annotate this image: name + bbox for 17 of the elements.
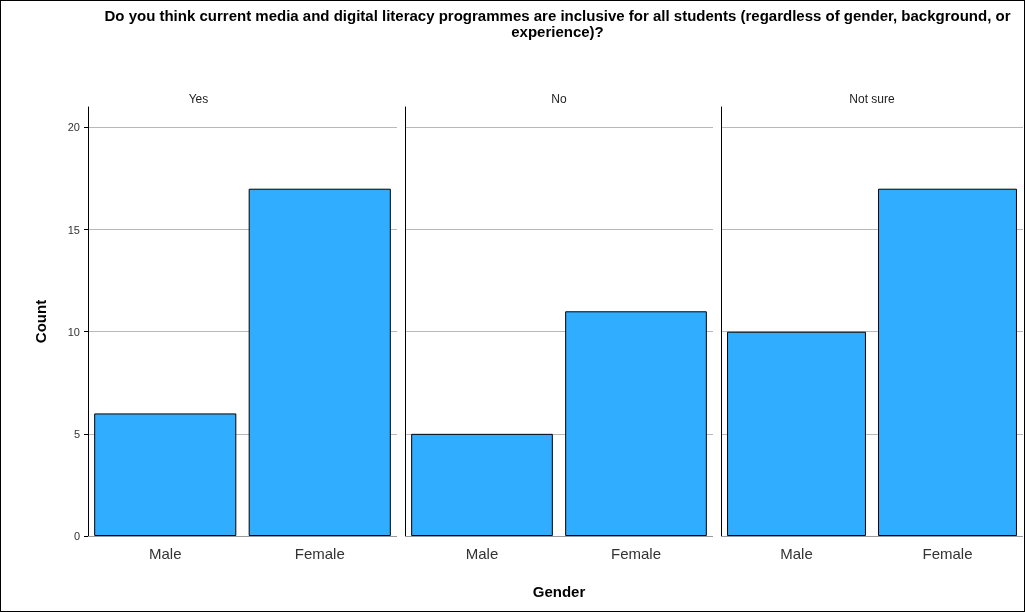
y-tick-label: 15 bbox=[67, 223, 80, 236]
x-tick-label: Female bbox=[610, 545, 662, 562]
y-tick-label: 5 bbox=[73, 427, 80, 440]
x-tick-label: Male bbox=[465, 545, 499, 562]
chart-subtitle: No bbox=[551, 92, 567, 106]
y-tick-label: 0 bbox=[73, 530, 80, 542]
x-tick-label: Female bbox=[294, 545, 345, 562]
y-tick-label: 20 bbox=[67, 121, 80, 134]
x-tick-label: Male bbox=[780, 545, 813, 562]
x-tick-label: Female bbox=[922, 545, 973, 562]
y-tick-label: 10 bbox=[67, 325, 80, 338]
text: Do you think current media and digital literacy programmes are inclusive for all students (regardless of gender, background, or experience)? bbox=[103, 7, 1012, 40]
x-axis-title: Gender bbox=[532, 583, 586, 600]
y-axis-title: Count bbox=[32, 299, 49, 344]
chart-subtitle: Yes bbox=[188, 92, 209, 106]
chart-subtitle: Not sure bbox=[849, 92, 895, 106]
x-tick-label: Male bbox=[148, 545, 182, 562]
